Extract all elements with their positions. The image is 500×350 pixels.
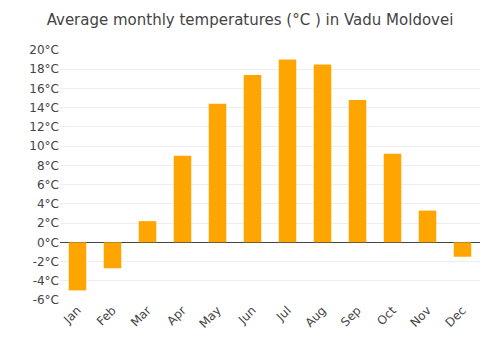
- svg-text:Jun: Jun: [235, 303, 259, 327]
- svg-text:Aug: Aug: [302, 303, 328, 329]
- svg-text:Average monthly temperatures (: Average monthly temperatures (°C ) in Va…: [47, 11, 454, 29]
- svg-text:12°C: 12°C: [29, 120, 59, 134]
- svg-text:May: May: [196, 303, 223, 330]
- svg-text:16°C: 16°C: [29, 82, 59, 96]
- svg-text:Jul: Jul: [273, 303, 294, 324]
- svg-text:Mar: Mar: [128, 303, 154, 329]
- svg-text:0°C: 0°C: [37, 236, 59, 250]
- svg-text:-6°C: -6°C: [33, 293, 59, 307]
- svg-text:6°C: 6°C: [37, 178, 59, 192]
- svg-text:2°C: 2°C: [37, 216, 59, 230]
- svg-text:Nov: Nov: [407, 303, 433, 329]
- svg-text:Dec: Dec: [443, 303, 469, 329]
- svg-text:Sep: Sep: [338, 303, 364, 329]
- svg-text:Jan: Jan: [60, 303, 84, 327]
- svg-text:14°C: 14°C: [29, 101, 59, 115]
- svg-text:-2°C: -2°C: [33, 255, 59, 269]
- svg-text:18°C: 18°C: [29, 62, 59, 76]
- svg-text:4°C: 4°C: [37, 197, 59, 211]
- svg-text:-4°C: -4°C: [33, 274, 59, 288]
- svg-text:20°C: 20°C: [29, 43, 59, 57]
- svg-text:Oct: Oct: [374, 303, 399, 328]
- svg-text:8°C: 8°C: [37, 159, 59, 173]
- svg-text:Apr: Apr: [164, 303, 189, 328]
- svg-text:10°C: 10°C: [29, 139, 59, 153]
- svg-text:Feb: Feb: [94, 303, 119, 328]
